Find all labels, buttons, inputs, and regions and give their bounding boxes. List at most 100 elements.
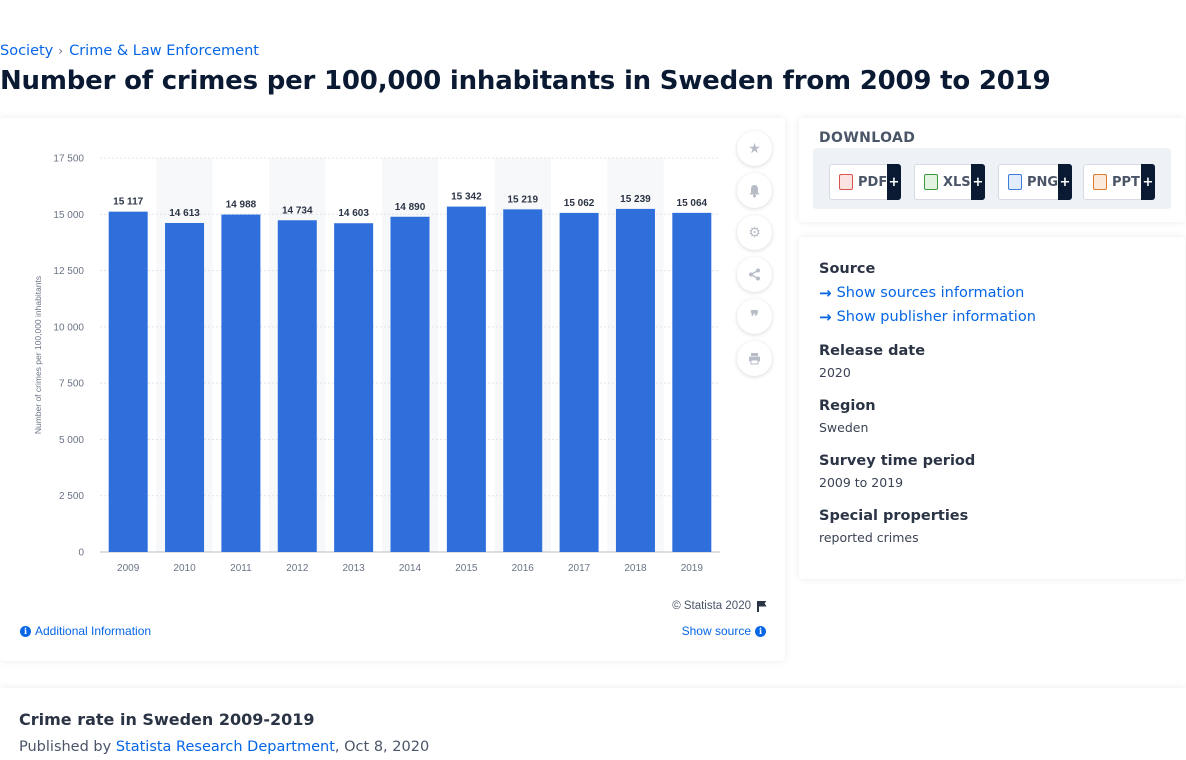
show-source-label: Show source [681,624,751,638]
release-date-value: 2020 [819,365,851,380]
bell-icon[interactable] [737,173,772,208]
x-tick-label: 2010 [173,563,196,574]
print-icon[interactable] [737,341,772,376]
data-label: 15 117 [113,197,143,208]
bar [334,223,374,552]
bar [390,216,430,553]
published-by: Published by Statista Research Departmen… [19,739,429,755]
x-tick-label: 2017 [568,563,591,574]
plus-icon: + [1141,164,1155,200]
bar [503,209,543,552]
data-label: 14 988 [226,200,257,211]
page-title: Number of crimes per 100,000 inhabitants… [0,66,1051,96]
chart-copyright: © Statista 2020 [672,600,767,612]
data-label: 15 062 [564,198,595,209]
x-tick-label: 2011 [230,563,252,574]
description-card: Crime rate in Sweden 2009-2019 Published… [0,688,1186,760]
published-by-label: Published by [19,739,112,755]
png-label: PNG [1027,174,1059,190]
pdf-file-icon [839,174,853,190]
copyright-text: © Statista 2020 [672,600,751,612]
plus-icon: + [1058,164,1072,200]
special-properties-label: Special properties [819,508,969,524]
info-icon: i [755,625,766,637]
info-icon: i [20,625,31,637]
bar [221,214,261,552]
y-tick-label: 5 000 [59,435,84,446]
xls-file-icon [924,174,938,190]
download-card: DOWNLOAD PDF + XLS + PNG + PPT + [799,118,1185,222]
download-title: DOWNLOAD [819,130,916,146]
download-ppt-button[interactable]: PPT + [1083,164,1155,200]
download-xls-button[interactable]: XLS + [914,164,985,200]
show-publisher-link[interactable]: → Show publisher information [819,308,1036,326]
quote-icon[interactable]: ❞ [737,299,772,334]
x-tick-label: 2016 [512,563,535,574]
data-label: 15 219 [507,194,538,205]
x-tick-label: 2014 [399,563,422,574]
data-label: 14 603 [338,208,369,219]
y-tick-label: 15 000 [53,210,84,221]
additional-information-label: Additional Information [35,624,152,638]
xls-label: XLS [943,174,971,190]
bar-chart: 0 2 500 5 000 7 500 10 000 12 500 15 000 17 500… [33,154,720,574]
data-label: 14 613 [169,208,200,219]
pdf-label: PDF [858,174,888,190]
region-label: Region [819,398,876,414]
published-date: , Oct 8, 2020 [334,739,430,755]
show-source-link[interactable]: Show source i [682,624,766,638]
bar [277,220,317,552]
y-tick-label: 17 500 [53,154,84,165]
arrow-right-icon: → [819,284,832,302]
additional-information-link[interactable]: i Additional Information [20,624,151,638]
y-tick-label: 2 500 [59,491,84,502]
x-tick-label: 2013 [343,563,366,574]
data-label: 14 890 [395,202,426,213]
y-tick-label: 7 500 [59,379,84,390]
bar [108,211,148,552]
source-label: Source [819,261,876,277]
data-label: 15 064 [677,198,708,209]
show-sources-label: Show sources information [836,285,1025,301]
gear-icon[interactable]: ⚙ [737,215,772,250]
region-value: Sweden [819,420,869,435]
data-label: 14 734 [282,205,313,216]
x-tick-label: 2019 [681,563,704,574]
bar [672,212,712,553]
png-file-icon [1008,174,1022,190]
statistic-info-card: Source → Show sources information → Show… [799,237,1185,579]
download-png-button[interactable]: PNG + [998,164,1072,200]
arrow-right-icon: → [819,308,832,326]
special-properties-value: reported crimes [819,530,919,545]
bar [446,206,486,553]
breadcrumb-society[interactable]: Society [0,43,54,59]
star-icon[interactable]: ★ [737,131,772,166]
y-tick-label: 12 500 [53,266,84,277]
breadcrumb-crime[interactable]: Crime & Law Enforcement [69,43,259,59]
plus-icon: + [887,164,901,200]
y-axis-title: Number of crimes per 100,000 inhabitants [33,276,43,434]
bar [559,212,599,552]
survey-period-label: Survey time period [819,453,976,469]
ppt-file-icon [1093,174,1107,190]
x-tick-label: 2012 [286,563,309,574]
bar [615,208,655,553]
breadcrumb: Society › Crime & Law Enforcement [0,43,259,59]
show-sources-link[interactable]: → Show sources information [819,284,1024,302]
publisher-link[interactable]: Statista Research Department [115,739,335,755]
data-label: 15 342 [451,192,482,203]
download-pdf-button[interactable]: PDF + [829,164,901,200]
flag-icon[interactable] [757,600,767,612]
x-tick-label: 2018 [624,563,647,574]
x-tick-label: 2009 [117,563,140,574]
release-date-label: Release date [819,343,926,359]
y-tick-label: 10 000 [53,322,84,333]
y-tick-label: 0 [78,548,84,559]
description-title: Crime rate in Sweden 2009-2019 [19,710,315,729]
share-icon[interactable] [737,257,772,292]
bar [165,222,205,552]
ppt-label: PPT [1112,174,1140,190]
plus-icon: + [971,164,985,200]
survey-period-value: 2009 to 2019 [819,475,904,490]
chevron-right-icon: › [58,44,64,58]
